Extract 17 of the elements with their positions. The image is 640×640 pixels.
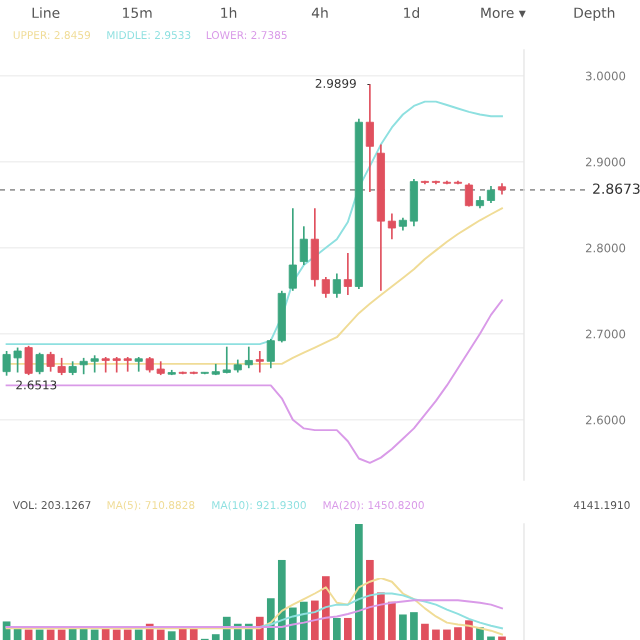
bar: [344, 617, 352, 640]
candlestick: [255, 350, 264, 374]
bar: [333, 617, 341, 640]
bar: [134, 629, 143, 640]
bar: [355, 524, 363, 640]
candlestick: [464, 182, 474, 208]
candlestick: [288, 207, 297, 292]
candlestick: [299, 225, 308, 266]
candlestick: [35, 351, 44, 376]
candlestick: [332, 272, 341, 299]
candlestick: [134, 356, 143, 373]
candlestick: [24, 345, 33, 376]
bar: [57, 629, 66, 640]
candlestick: [343, 252, 352, 296]
candlestick: [365, 83, 374, 193]
bar: [167, 631, 176, 640]
line-series: [5, 299, 503, 464]
